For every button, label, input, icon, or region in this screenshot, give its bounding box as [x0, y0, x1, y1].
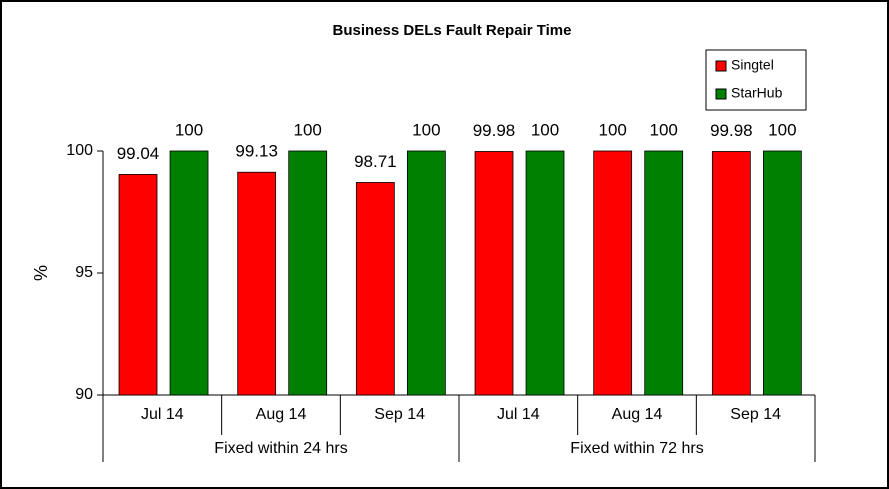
data-label: 100	[412, 120, 440, 139]
data-label: 100	[768, 120, 796, 139]
bar	[762, 150, 802, 396]
bar	[355, 182, 395, 396]
bar	[237, 171, 277, 396]
x-tick-label: Jul 14	[497, 406, 540, 423]
data-label: 100	[294, 120, 322, 139]
y-tick-label: 100	[66, 142, 93, 159]
y-axis-label: %	[31, 265, 51, 281]
x-tick-label: Sep 14	[730, 406, 781, 423]
legend-box	[705, 49, 807, 111]
data-label: 99.04	[117, 144, 160, 163]
bar	[644, 150, 684, 396]
legend-swatch	[715, 60, 727, 72]
bar	[593, 150, 633, 396]
x-tick-label: Sep 14	[374, 406, 425, 423]
x-tick-label: Aug 14	[256, 406, 307, 423]
data-label: 99.98	[710, 121, 753, 140]
data-label: 99.98	[473, 121, 516, 140]
data-label: 100	[175, 120, 203, 139]
bar	[118, 174, 158, 396]
bar	[474, 151, 514, 396]
x-tick-label: Aug 14	[612, 406, 663, 423]
y-tick-label: 95	[75, 264, 93, 281]
bar	[525, 150, 565, 396]
chart-title: Business DELs Fault Repair Time	[333, 22, 572, 39]
data-label: 100	[598, 120, 626, 139]
bar	[711, 151, 751, 396]
group-label: Fixed within 24 hrs	[214, 440, 347, 457]
legend-label: Singtel	[731, 57, 774, 73]
bar	[406, 150, 446, 396]
data-label: 100	[531, 120, 559, 139]
legend-swatch	[715, 88, 727, 100]
data-label: 100	[650, 120, 678, 139]
legend-label: StarHub	[731, 85, 783, 101]
group-label: Fixed within 72 hrs	[570, 440, 703, 457]
data-label: 99.13	[235, 142, 278, 161]
y-tick-label: 90	[75, 386, 93, 403]
bar	[288, 150, 328, 396]
x-tick-label: Jul 14	[141, 406, 184, 423]
bar	[169, 150, 209, 396]
data-label: 98.71	[354, 152, 397, 171]
